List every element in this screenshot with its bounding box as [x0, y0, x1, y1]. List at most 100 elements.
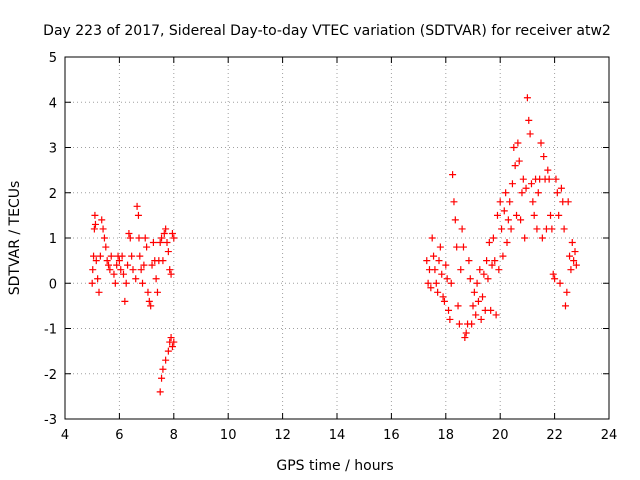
y-axis-label: SDTVAR / TECUs	[7, 181, 23, 296]
y-tick-label: -3	[44, 413, 57, 428]
data-point	[572, 261, 580, 269]
data-point	[557, 184, 565, 192]
data-point	[168, 343, 176, 351]
data-point	[489, 234, 497, 242]
data-point	[144, 288, 152, 296]
y-tick-label: 3	[49, 142, 57, 157]
data-point	[488, 261, 496, 269]
x-axis-label: GPS time / hours	[276, 458, 393, 474]
y-tick-label: 2	[49, 187, 57, 202]
data-point	[424, 279, 432, 287]
x-tick-label: 20	[492, 428, 509, 443]
data-point	[162, 356, 170, 364]
data-point	[518, 189, 526, 197]
data-point	[427, 284, 435, 292]
data-point	[431, 266, 439, 274]
data-point	[449, 171, 457, 179]
data-point	[533, 225, 541, 233]
data-point	[454, 302, 462, 310]
data-point	[470, 288, 478, 296]
data-point	[90, 225, 98, 233]
data-point	[480, 270, 488, 278]
data-point	[483, 257, 491, 265]
data-point	[430, 252, 438, 260]
data-point	[170, 234, 178, 242]
data-point	[91, 220, 99, 228]
data-point	[439, 293, 447, 301]
data-point	[515, 157, 523, 165]
data-point	[537, 139, 545, 147]
y-tick-label: 1	[49, 232, 57, 247]
data-point	[168, 229, 176, 237]
data-point	[513, 211, 521, 219]
data-point	[507, 225, 515, 233]
data-point	[485, 239, 493, 247]
data-point	[118, 252, 126, 260]
data-point	[472, 311, 480, 319]
y-tick-label: -1	[44, 323, 57, 338]
data-point	[549, 270, 557, 278]
data-point	[499, 252, 507, 260]
data-point	[438, 270, 446, 278]
data-point	[167, 334, 175, 342]
data-point	[566, 252, 574, 260]
data-point	[570, 257, 578, 265]
data-point	[493, 211, 501, 219]
x-tick-label: 12	[274, 428, 291, 443]
data-point	[442, 261, 450, 269]
data-point	[88, 279, 96, 287]
data-point	[99, 225, 107, 233]
data-point	[457, 266, 465, 274]
data-point	[522, 184, 530, 192]
data-point	[436, 243, 444, 251]
data-point	[434, 288, 442, 296]
data-point	[95, 288, 103, 296]
data-point	[115, 257, 123, 265]
data-point	[102, 243, 110, 251]
data-point	[491, 257, 499, 265]
data-point	[91, 211, 99, 219]
data-point	[526, 130, 534, 138]
data-point	[529, 198, 537, 206]
data-point	[500, 207, 508, 215]
data-point	[504, 216, 512, 224]
data-point	[506, 198, 514, 206]
data-point	[476, 266, 484, 274]
data-point	[105, 261, 113, 269]
x-tick-label: 24	[601, 428, 618, 443]
data-point	[96, 252, 104, 260]
data-point	[521, 234, 529, 242]
data-point	[555, 211, 563, 219]
data-point	[466, 275, 474, 283]
data-point	[129, 266, 137, 274]
data-point	[538, 234, 546, 242]
data-point	[462, 329, 470, 337]
data-point	[159, 257, 167, 265]
data-point	[163, 239, 171, 247]
data-point	[474, 297, 482, 305]
data-point	[106, 266, 114, 274]
data-point	[139, 279, 147, 287]
x-tick-label: 18	[438, 428, 455, 443]
data-point	[89, 266, 97, 274]
data-point	[423, 257, 431, 265]
data-point	[167, 270, 175, 278]
data-point	[164, 347, 172, 355]
data-point	[124, 261, 132, 269]
data-point	[147, 302, 155, 310]
data-point	[166, 266, 174, 274]
data-point	[564, 198, 572, 206]
x-tick-label: 22	[546, 428, 563, 443]
data-point	[517, 216, 525, 224]
data-point	[435, 257, 443, 265]
data-point	[117, 266, 125, 274]
data-point	[455, 320, 463, 328]
data-point	[465, 257, 473, 265]
data-points	[88, 94, 580, 396]
data-point	[158, 234, 166, 242]
data-point	[98, 216, 106, 224]
data-point	[159, 365, 167, 373]
data-point	[156, 388, 164, 396]
data-point	[128, 252, 136, 260]
data-point	[110, 270, 118, 278]
